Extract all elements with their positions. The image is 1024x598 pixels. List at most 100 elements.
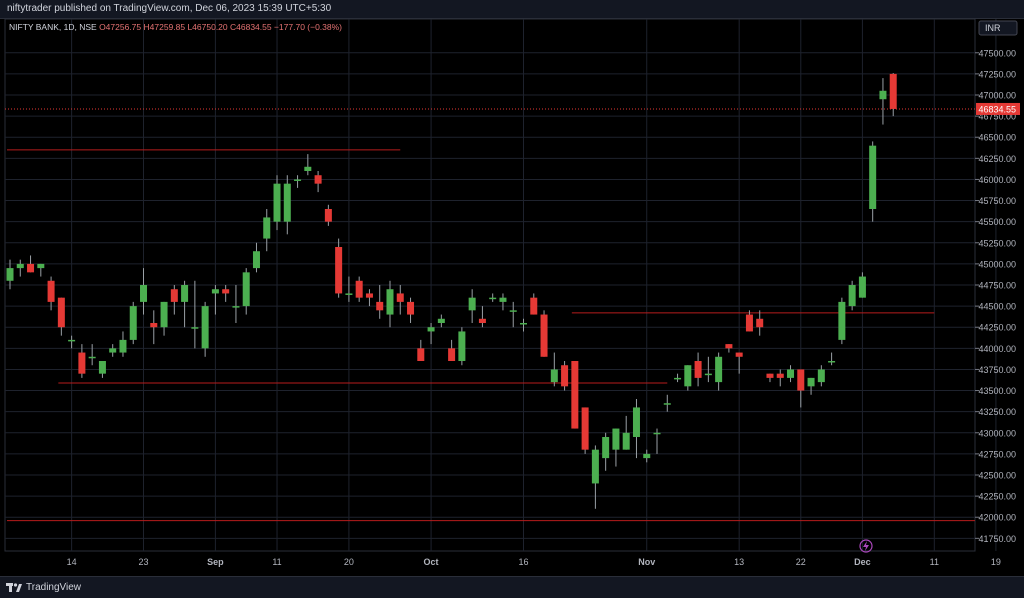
- y-tick-label: 47000.00: [978, 91, 1016, 101]
- candle-body: [140, 285, 148, 302]
- candles: [6, 73, 897, 509]
- top-bar: niftytrader published on TradingView.com…: [0, 0, 1024, 19]
- chart-area[interactable]: 47500.00 47250.00 47000.00 46750.00 46500.00…: [0, 18, 1024, 575]
- candle-down: [540, 310, 548, 357]
- candle-up: [622, 415, 630, 450]
- candle-up: [838, 297, 846, 345]
- candle-up: [232, 285, 240, 323]
- candle-body: [222, 289, 230, 294]
- candlestick-chart[interactable]: 47500.00 47250.00 47000.00 46750.00 46500.00…: [0, 18, 1024, 575]
- x-tick-label: Sep: [207, 557, 224, 567]
- candle-down: [324, 204, 332, 226]
- candle-body: [376, 301, 384, 311]
- candle-body: [653, 432, 661, 435]
- candle-body: [78, 352, 86, 374]
- candle-up: [283, 175, 291, 235]
- y-tick-label: 43500.00: [978, 386, 1016, 396]
- time-axis[interactable]: 14 23 Sep 11 20 Oct 16 Nov 13 22 Dec 11 19: [67, 557, 1001, 567]
- candle-body: [201, 306, 209, 349]
- candle-down: [776, 369, 784, 387]
- candle-up: [684, 365, 692, 391]
- brand-label: TradingView: [26, 581, 82, 593]
- candle-body: [437, 318, 445, 323]
- tradingview-logo-icon: [6, 583, 22, 592]
- candle-up: [181, 280, 189, 328]
- y-tick-label: 43000.00: [978, 428, 1016, 438]
- candle-body: [858, 276, 866, 298]
- y-tick-label: 44000.00: [978, 344, 1016, 354]
- candle-up: [119, 331, 127, 357]
- candle-body: [294, 179, 302, 181]
- candle-up: [129, 301, 137, 345]
- candle-body: [6, 268, 14, 281]
- last-price-label: 46834.55: [978, 104, 1016, 114]
- candle-down: [57, 297, 65, 336]
- candle-up: [98, 361, 106, 378]
- candle-body: [273, 183, 281, 222]
- candle-down: [407, 297, 415, 323]
- candle-body: [458, 331, 466, 361]
- candle-body: [345, 293, 353, 295]
- candle-down: [27, 255, 35, 273]
- candle-body: [694, 361, 702, 378]
- candle-up: [828, 352, 836, 366]
- candle-up: [520, 318, 527, 332]
- candle-body: [520, 323, 527, 325]
- candle-up: [252, 242, 260, 273]
- candle-up: [869, 141, 877, 222]
- y-tick-label: 45500.00: [978, 217, 1016, 227]
- candle-body: [879, 90, 887, 100]
- candle-body: [252, 251, 260, 269]
- candle-down: [889, 73, 897, 117]
- candle-body: [602, 437, 610, 459]
- y-tick-label: 42500.00: [978, 471, 1016, 481]
- candle-body: [448, 348, 456, 361]
- candle-body: [355, 280, 363, 298]
- price-axis[interactable]: 47500.00 47250.00 47000.00 46750.00 46500.00…: [975, 20, 1020, 544]
- x-tick-label: Oct: [424, 557, 439, 567]
- legend-value: NIFTY BANK, 1D, NSE: [9, 22, 97, 32]
- candle-down: [355, 276, 363, 302]
- candle-up: [386, 280, 394, 328]
- y-tick-label: 45000.00: [978, 259, 1016, 269]
- x-tick-label: Dec: [854, 557, 871, 567]
- candle-down: [694, 352, 702, 387]
- candle-down: [417, 339, 425, 361]
- candle-down: [756, 310, 764, 336]
- candle-up: [489, 293, 497, 302]
- candle-up: [704, 356, 712, 383]
- y-tick-label: 46750.00: [978, 112, 1016, 122]
- candle-up: [68, 335, 76, 349]
- candle-up: [879, 78, 887, 125]
- candle-body: [787, 369, 795, 378]
- candle-body: [129, 306, 137, 340]
- candle-up: [458, 327, 466, 366]
- legend-value: H47259.85: [141, 22, 185, 32]
- candle-down: [170, 285, 178, 315]
- candle-up: [509, 301, 517, 328]
- candle-body: [807, 377, 815, 387]
- legend-value: L46750.20: [185, 22, 228, 32]
- candle-body: [766, 373, 774, 378]
- candle-body: [684, 365, 692, 387]
- candle-body: [756, 318, 764, 328]
- candle-up: [242, 268, 250, 315]
- candle-body: [591, 449, 599, 484]
- x-tick-label: 14: [67, 557, 77, 567]
- candle-body: [828, 361, 836, 363]
- tradingview-brand[interactable]: TradingView: [6, 581, 81, 593]
- candle-body: [581, 407, 589, 450]
- candle-body: [561, 365, 569, 387]
- candle-down: [448, 339, 456, 361]
- candle-body: [674, 377, 682, 380]
- candle-up: [437, 314, 445, 328]
- candle-up: [858, 272, 866, 298]
- candle-down: [47, 276, 55, 311]
- candle-body: [47, 280, 55, 302]
- candle-down: [396, 285, 404, 315]
- last-price-badge: [976, 102, 1020, 115]
- candle-body: [57, 297, 65, 328]
- candle-up: [602, 432, 610, 471]
- candle-down: [725, 344, 733, 353]
- candle-body: [550, 369, 558, 383]
